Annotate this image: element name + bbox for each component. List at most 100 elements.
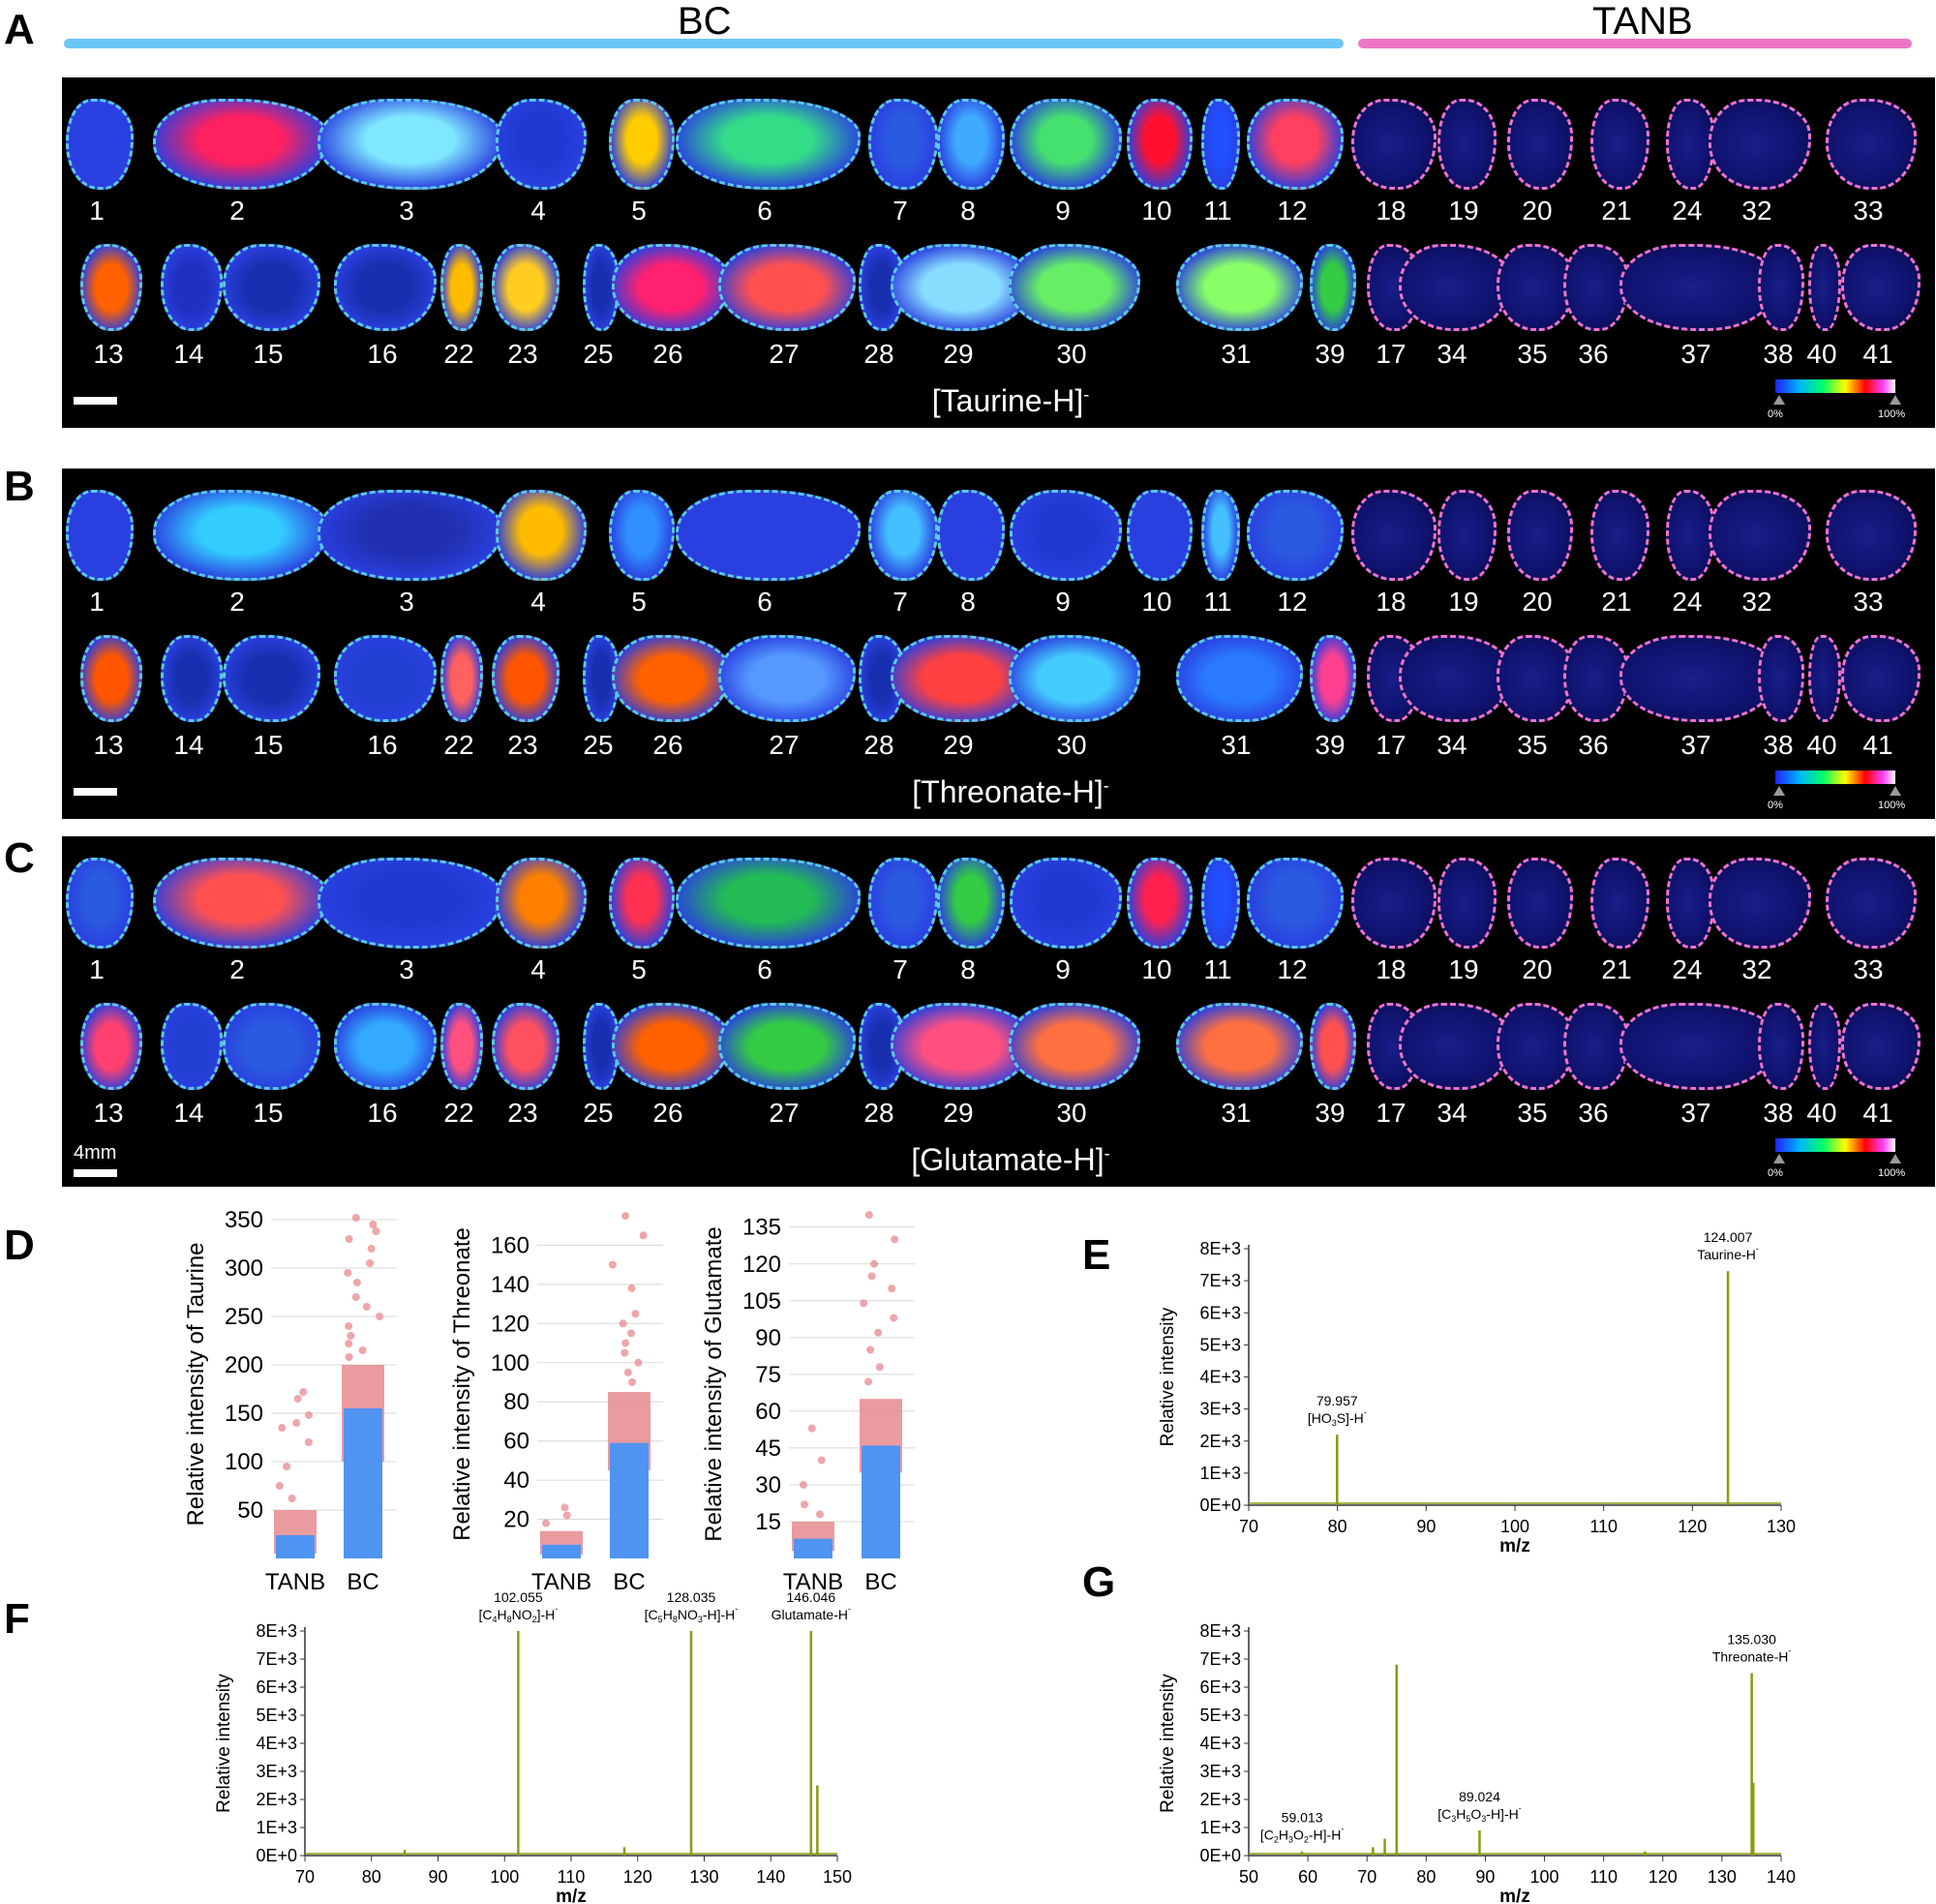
- tissue-number-label: 8: [960, 954, 976, 984]
- tissue-number-label: 26: [652, 339, 683, 369]
- annotation-text-part: NO: [678, 1607, 698, 1622]
- tissue-number-label: 28: [863, 1098, 894, 1128]
- annotation-text-part: Threonate-H: [1712, 1649, 1789, 1665]
- y-tick-label: 7E+3: [256, 1649, 297, 1669]
- y-tick-label: 100: [491, 1350, 529, 1376]
- peak-ion-label: Threonate-H-: [1712, 1647, 1792, 1665]
- scatter-point: [345, 1353, 353, 1361]
- panel-label-g: G: [1082, 1558, 1116, 1606]
- tissue-number-label: 5: [631, 954, 647, 984]
- tissue-section: [859, 1003, 905, 1090]
- y-tick-label: 1E+3: [1199, 1818, 1241, 1837]
- tissue-number-label: 7: [892, 196, 908, 226]
- scatter-point: [369, 1221, 378, 1228]
- tissue-section: [1619, 244, 1778, 331]
- scatter-point: [817, 1456, 826, 1465]
- tissue-section: [609, 490, 675, 581]
- annotation-text-part: 2: [1274, 1835, 1279, 1845]
- intensity-colorbar: [1775, 771, 1895, 784]
- tissue-section: [317, 490, 502, 581]
- panel-label-e: E: [1082, 1231, 1111, 1279]
- scatter-point: [621, 1339, 630, 1347]
- scatter-point: [627, 1377, 636, 1386]
- peak-ion-label: Glutamate-H-: [771, 1604, 851, 1622]
- tissue-number-label: 18: [1376, 587, 1407, 617]
- peak-ion-label: [C5H8NO3-H]-H-: [645, 1604, 739, 1624]
- scatter-point: [283, 1463, 291, 1470]
- tissue-section: [1758, 244, 1804, 331]
- scatter-point: [631, 1310, 640, 1318]
- y-tick-label: 5E+3: [1199, 1706, 1241, 1725]
- scatter-point: [366, 1259, 375, 1267]
- scale-bar: [74, 788, 117, 796]
- tissue-number-label: 20: [1522, 587, 1553, 617]
- tissue-number-label: 6: [757, 196, 772, 226]
- tissue-number-label: 29: [943, 730, 974, 760]
- tissue-number-label: 37: [1680, 339, 1711, 369]
- scale-bar-label: 4mm: [74, 1142, 117, 1164]
- tissue-number-label: 41: [1862, 1098, 1893, 1128]
- peak-mz-label: 59.013: [1282, 1810, 1323, 1826]
- x-tick-label: 60: [1298, 1867, 1317, 1887]
- x-tick-label: 100: [1530, 1867, 1559, 1887]
- tissue-number-label: 33: [1853, 954, 1884, 984]
- y-tick-label: 15: [755, 1509, 781, 1535]
- tissue-number-label: 26: [652, 1098, 683, 1128]
- tissue-section: [496, 858, 587, 949]
- tissue-section: [334, 635, 437, 722]
- scatter-point: [623, 1368, 632, 1376]
- y-tick-label: 0E+0: [256, 1846, 297, 1865]
- scatter-point: [891, 1235, 899, 1244]
- tissue-section: [1201, 858, 1240, 949]
- colorbar-marker: [1773, 1154, 1785, 1164]
- y-tick-label: 5E+3: [1199, 1335, 1241, 1354]
- scatter-point: [800, 1500, 808, 1509]
- scatter-point: [627, 1329, 636, 1338]
- x-axis-label: m/z: [1499, 1536, 1530, 1556]
- tissue-number-label: 32: [1741, 196, 1772, 226]
- peak-ion-label: [C3H5O3-H]-H-: [1437, 1803, 1522, 1824]
- tissue-section: [675, 858, 861, 949]
- tissue-section: [1826, 490, 1917, 581]
- annotation-text-part: 2: [1304, 1835, 1309, 1845]
- tissue-number-label: 16: [367, 730, 398, 760]
- tissue-number-label: 28: [863, 339, 894, 369]
- scale-bar: [74, 397, 117, 405]
- tissue-section: [152, 490, 328, 581]
- tissue-number-label: 31: [1221, 339, 1252, 369]
- tissue-section: [1841, 244, 1921, 331]
- scatter-point: [275, 1482, 284, 1490]
- scatter-point: [372, 1227, 380, 1235]
- tissue-section: [1665, 490, 1715, 581]
- panel-label-d: D: [4, 1222, 35, 1269]
- tissue-number-label: 14: [173, 730, 204, 760]
- group-label-tanb: TANB: [1592, 0, 1693, 43]
- tissue-section: [1351, 490, 1437, 581]
- tissue-number-label: 8: [960, 587, 976, 617]
- tissue-number-label: 16: [367, 1098, 398, 1128]
- y-tick-label: 3E+3: [1199, 1762, 1241, 1781]
- tissue-section: [718, 1003, 856, 1090]
- colorbar-marker: [1890, 786, 1901, 796]
- tissue-section: [937, 490, 1005, 581]
- tissue-section: [612, 635, 730, 722]
- tissue-number-label: 32: [1741, 587, 1772, 617]
- x-tick-label: 110: [558, 1867, 586, 1887]
- scale-bar: [74, 1169, 117, 1177]
- tanb-group-bar: [1358, 39, 1912, 48]
- annotation-text-part: 3: [1451, 1814, 1456, 1824]
- x-tick-label: 70: [295, 1867, 315, 1887]
- tissue-section: [1009, 635, 1140, 722]
- panel-label-a: A: [4, 6, 35, 53]
- ion-name-label: [Threonate-H]-: [912, 774, 1109, 809]
- tissue-number-label: 4: [530, 587, 546, 617]
- tissue-section: [1010, 99, 1122, 190]
- x-tick-label: BC: [347, 1569, 378, 1595]
- x-tick-label: 110: [1589, 1517, 1618, 1536]
- tissue-section: [1709, 99, 1811, 190]
- tissue-section: [1351, 99, 1437, 190]
- tissue-section: [612, 1003, 730, 1090]
- tissue-number-label: 29: [943, 339, 974, 369]
- tissue-number-label: 38: [1763, 339, 1794, 369]
- tissue-section: [937, 858, 1005, 949]
